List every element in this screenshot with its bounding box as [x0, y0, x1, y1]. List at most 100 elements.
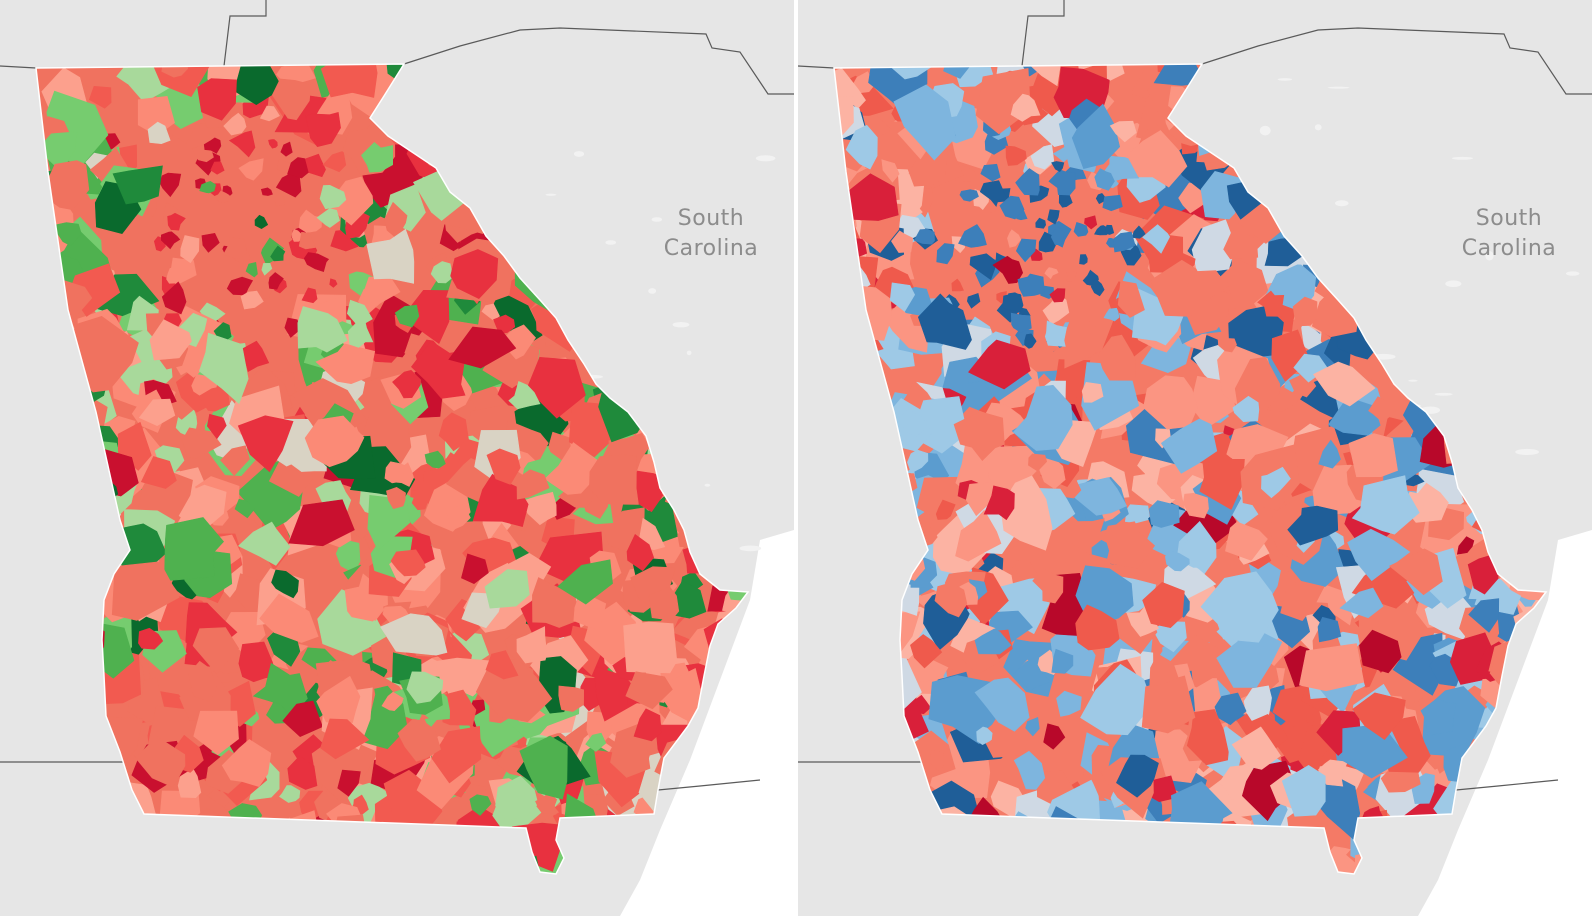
georgia-choropleth-right[interactable] — [798, 0, 1592, 916]
zip-region[interactable] — [1164, 550, 1190, 572]
zip-region[interactable] — [1232, 395, 1260, 423]
zip-region[interactable] — [1051, 648, 1074, 674]
zip-region[interactable] — [623, 621, 678, 674]
zip-region[interactable] — [976, 726, 993, 745]
zip-region[interactable] — [1112, 231, 1136, 253]
zip-region[interactable] — [192, 627, 240, 675]
zip-region[interactable] — [493, 314, 516, 334]
zip-region[interactable] — [116, 50, 181, 103]
zip-region[interactable] — [316, 208, 340, 228]
zip-region[interactable] — [1228, 305, 1284, 362]
zip-region[interactable] — [934, 582, 968, 618]
zip-region[interactable] — [1281, 765, 1326, 817]
zip-region[interactable] — [238, 641, 276, 683]
zip-region[interactable] — [966, 293, 981, 309]
zip-region[interactable] — [1339, 587, 1384, 619]
zip-region[interactable] — [198, 332, 249, 405]
zip-region[interactable] — [1368, 396, 1396, 423]
zip-region[interactable] — [280, 141, 293, 157]
zip-region[interactable] — [1223, 229, 1259, 260]
zip-region[interactable] — [111, 561, 180, 621]
zip-region[interactable] — [1186, 270, 1229, 302]
zip-region[interactable] — [910, 634, 943, 669]
zip-region[interactable] — [233, 58, 283, 106]
zip-region[interactable] — [1025, 716, 1040, 737]
zip-region[interactable] — [1049, 288, 1066, 303]
map-panel-left[interactable]: South Carolina — [0, 0, 794, 916]
zip-region[interactable] — [999, 195, 1025, 220]
zip-region[interactable] — [1313, 361, 1376, 407]
zip-region[interactable] — [161, 281, 187, 315]
zip-region[interactable] — [228, 130, 256, 158]
zip-region[interactable] — [648, 586, 680, 620]
zip-region[interactable] — [974, 628, 1012, 655]
zip-region[interactable] — [953, 411, 1005, 452]
zip-region[interactable] — [1013, 750, 1046, 790]
zip-region[interactable] — [384, 461, 409, 484]
zip-region[interactable] — [1280, 580, 1325, 622]
zip-region[interactable] — [1102, 194, 1123, 212]
zip-region[interactable] — [112, 165, 163, 205]
zip-region[interactable] — [268, 272, 284, 290]
zip-region[interactable] — [965, 481, 995, 517]
zip-region[interactable] — [1153, 50, 1206, 86]
zip-region[interactable] — [907, 449, 929, 474]
zip-region[interactable] — [304, 415, 365, 468]
zip-region[interactable] — [147, 121, 171, 145]
zip-region[interactable] — [301, 287, 318, 304]
zip-region[interactable] — [486, 448, 521, 485]
zip-region[interactable] — [1347, 528, 1411, 582]
zip-region[interactable] — [495, 775, 539, 820]
zip-region[interactable] — [1225, 521, 1268, 561]
zip-region[interactable] — [461, 553, 489, 585]
zip-region[interactable] — [1050, 226, 1065, 246]
zip-region[interactable] — [1351, 475, 1420, 535]
zip-region[interactable] — [284, 317, 301, 338]
zip-region[interactable] — [1217, 338, 1237, 353]
zip-region[interactable] — [193, 710, 239, 756]
zip-region[interactable] — [893, 84, 956, 161]
zip-region[interactable] — [386, 486, 406, 510]
zip-region[interactable] — [161, 231, 181, 250]
zip-region[interactable] — [913, 228, 935, 245]
zip-region[interactable] — [1080, 663, 1153, 736]
zip-region[interactable] — [1011, 657, 1052, 692]
zip-region[interactable] — [138, 398, 176, 427]
zip-region[interactable] — [535, 792, 558, 815]
zip-region[interactable] — [305, 112, 341, 148]
zip-region[interactable] — [303, 252, 330, 272]
zip-region[interactable] — [187, 660, 218, 702]
zip-region[interactable] — [979, 180, 1008, 202]
zip-region[interactable] — [347, 320, 374, 348]
zip-region[interactable] — [1216, 621, 1283, 688]
zip-region[interactable] — [140, 456, 177, 489]
zip-region[interactable] — [237, 415, 294, 473]
zip-region[interactable] — [1287, 505, 1339, 546]
zip-region[interactable] — [450, 249, 499, 299]
zip-region[interactable] — [287, 157, 309, 179]
zip-region[interactable] — [1348, 433, 1398, 478]
zip-region[interactable] — [261, 262, 273, 276]
zip-region[interactable] — [167, 212, 186, 231]
zip-region[interactable] — [1073, 222, 1089, 237]
zip-region[interactable] — [1182, 492, 1209, 519]
zip-region[interactable] — [259, 105, 280, 122]
zip-region[interactable] — [1030, 144, 1055, 170]
zip-region[interactable] — [1199, 458, 1245, 510]
zip-region[interactable] — [589, 454, 639, 505]
zip-region[interactable] — [380, 613, 448, 656]
zip-region[interactable] — [1200, 571, 1279, 643]
zip-region[interactable] — [1160, 418, 1218, 474]
zip-region[interactable] — [951, 278, 964, 292]
zip-region[interactable] — [1420, 698, 1457, 737]
zip-region[interactable] — [1028, 453, 1048, 472]
zip-region[interactable] — [516, 626, 548, 664]
zip-region[interactable] — [1010, 312, 1032, 333]
zip-region[interactable] — [1012, 384, 1073, 451]
zip-region[interactable] — [881, 159, 900, 183]
zip-region[interactable] — [1292, 296, 1318, 327]
zip-region[interactable] — [438, 412, 470, 452]
zip-region[interactable] — [237, 521, 291, 566]
zip-region[interactable] — [1010, 93, 1041, 122]
zip-region[interactable] — [897, 408, 929, 438]
